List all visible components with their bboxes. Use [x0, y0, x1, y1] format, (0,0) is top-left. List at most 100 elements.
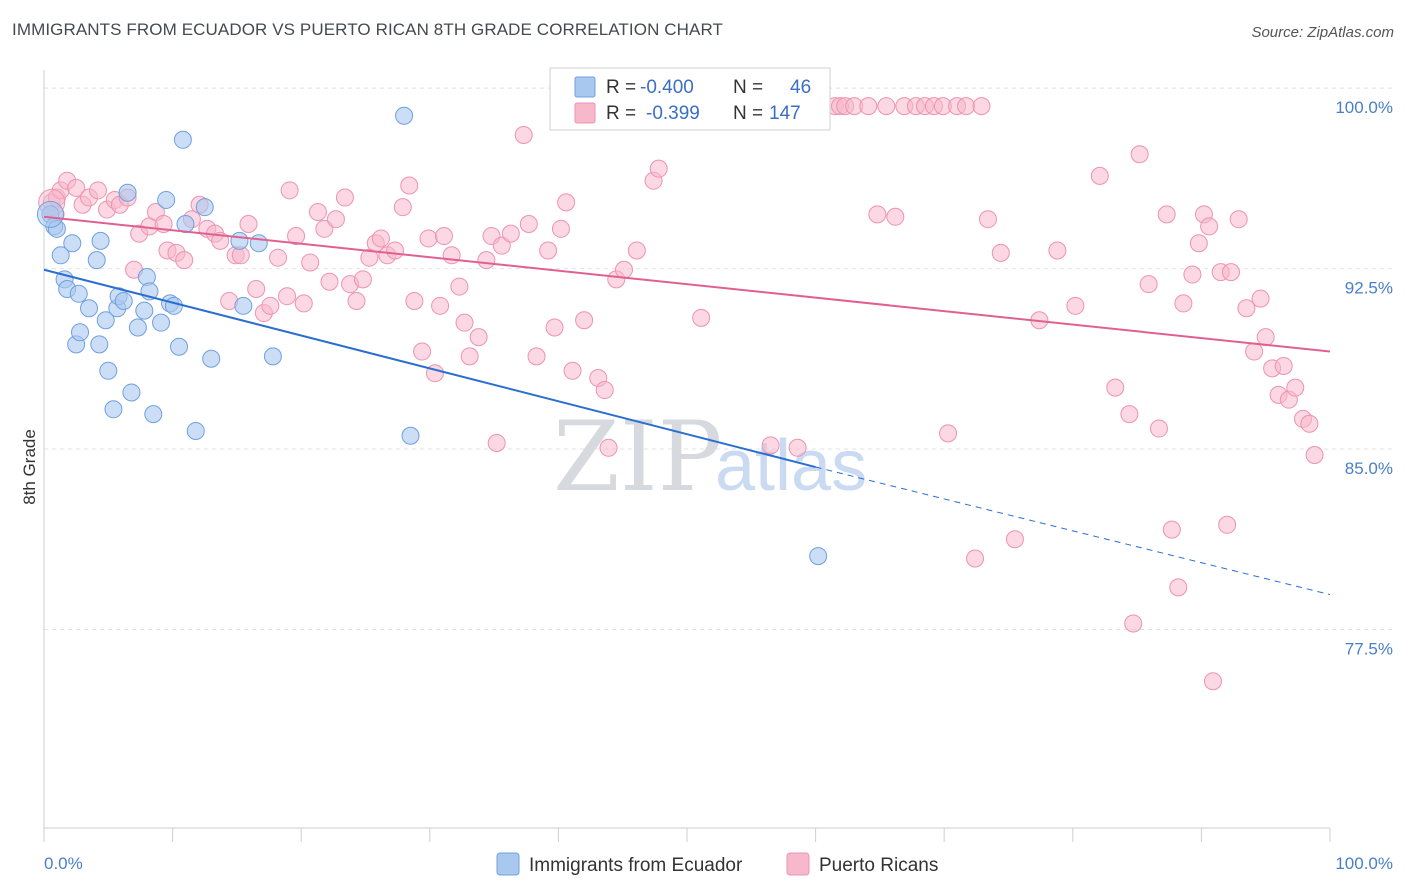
- puerto-ricans-point: [1256, 328, 1275, 347]
- puerto-ricans-point: [487, 433, 506, 452]
- bottom-legend-label-puerto-ricans: Puerto Ricans: [819, 855, 938, 876]
- legend-r-value-ecuador: -0.400: [640, 77, 694, 98]
- puerto-ricans-point: [1305, 446, 1324, 465]
- ecuador-point: [99, 361, 118, 380]
- puerto-ricans-point: [868, 205, 887, 224]
- puerto-ricans-point: [413, 342, 432, 361]
- legend-r-label: R =: [606, 77, 636, 98]
- puerto-ricans-point: [1106, 378, 1125, 397]
- legend-r-value-puerto-ricans: -0.399: [646, 103, 700, 124]
- puerto-ricans-point: [545, 318, 564, 337]
- puerto-ricans-point: [1200, 217, 1219, 236]
- puerto-ricans-point: [1149, 419, 1168, 438]
- puerto-ricans-point: [469, 328, 488, 347]
- puerto-ricans-trendline: [43, 215, 1331, 353]
- ecuador-point: [164, 296, 183, 315]
- puerto-ricans-point: [315, 219, 334, 238]
- puerto-ricans-point: [301, 253, 320, 272]
- puerto-ricans-point: [1120, 405, 1139, 424]
- ecuador-point: [173, 130, 192, 149]
- puerto-ricans-point: [320, 272, 339, 291]
- legend-swatch-ecuador: [574, 76, 596, 98]
- puerto-ricans-point: [1229, 210, 1248, 229]
- ecuador-trendline-extension: [815, 466, 1331, 596]
- puerto-ricans-point: [67, 178, 86, 197]
- y-tick-label: 92.5%: [1345, 279, 1393, 298]
- puerto-ricans-point: [450, 277, 469, 296]
- puerto-ricans-point: [1300, 414, 1319, 433]
- puerto-ricans-point: [859, 97, 878, 116]
- puerto-ricans-point: [1139, 275, 1158, 294]
- puerto-ricans-point: [419, 229, 438, 248]
- y-axis-label: 8th Grade: [20, 429, 39, 505]
- puerto-ricans-point: [1169, 578, 1188, 597]
- watermark-atlas: atlas: [715, 426, 867, 506]
- legend-n-value-puerto-ricans: 147: [769, 103, 801, 124]
- puerto-ricans-point: [247, 279, 266, 298]
- legend-n-value-ecuador: 46: [790, 77, 811, 98]
- legend-r-label: R =: [606, 103, 636, 124]
- puerto-ricans-point: [514, 125, 533, 144]
- ecuador-trendline: [43, 268, 816, 469]
- puerto-ricans-point: [477, 251, 496, 270]
- ecuador-point: [69, 284, 88, 303]
- ecuador-points: [36, 106, 828, 566]
- x-tick-labels: 0.0% 100.0%: [44, 854, 1393, 873]
- puerto-ricans-point: [1124, 614, 1143, 633]
- y-tick-label: 77.5%: [1345, 640, 1393, 659]
- ecuador-point: [157, 190, 176, 209]
- puerto-ricans-point: [400, 176, 419, 195]
- puerto-ricans-point: [788, 438, 807, 457]
- puerto-ricans-point: [595, 381, 614, 400]
- puerto-ricans-point: [1221, 263, 1240, 282]
- puerto-ricans-point: [551, 219, 570, 238]
- puerto-ricans-point: [1162, 520, 1181, 539]
- legend-n-label: N =: [733, 103, 763, 124]
- puerto-ricans-point: [991, 243, 1010, 262]
- y-tick-labels: 77.5% 85.0% 92.5% 100.0%: [1335, 98, 1393, 658]
- puerto-ricans-point: [627, 241, 646, 260]
- ecuador-point: [170, 337, 189, 356]
- puerto-ricans-point: [1251, 289, 1270, 308]
- puerto-ricans-point: [1189, 234, 1208, 253]
- puerto-ricans-point: [326, 210, 345, 229]
- x-tick-label: 100.0%: [1335, 854, 1393, 873]
- puerto-ricans-point: [978, 210, 997, 229]
- puerto-ricans-point: [1157, 205, 1176, 224]
- axes: [43, 70, 1331, 842]
- puerto-ricans-point: [1218, 515, 1237, 534]
- puerto-ricans-point: [269, 248, 288, 267]
- puerto-ricans-point: [519, 215, 538, 234]
- puerto-ricans-point: [434, 227, 453, 246]
- puerto-ricans-point: [692, 308, 711, 327]
- puerto-ricans-point: [1183, 265, 1202, 284]
- ecuador-point: [118, 183, 137, 202]
- ecuador-point: [152, 313, 171, 332]
- puerto-ricans-point: [1174, 294, 1193, 313]
- puerto-ricans-point: [1245, 342, 1264, 361]
- puerto-ricans-point: [501, 224, 520, 243]
- puerto-ricans-point: [1130, 145, 1149, 164]
- puerto-ricans-point: [1048, 241, 1067, 260]
- puerto-ricans-point: [460, 347, 479, 366]
- legend-n-label: N =: [733, 77, 763, 98]
- bottom-legend-label-ecuador: Immigrants from Ecuador: [529, 855, 743, 876]
- puerto-ricans-point: [649, 159, 668, 178]
- ecuador-point: [186, 421, 205, 440]
- watermark: ZIP atlas: [553, 401, 867, 513]
- puerto-ricans-point: [877, 97, 896, 116]
- puerto-ricans-point: [335, 188, 354, 207]
- watermark-zip: ZIP: [553, 401, 722, 513]
- puerto-ricans-point: [1274, 356, 1293, 375]
- puerto-ricans-point: [1005, 530, 1024, 549]
- puerto-ricans-point: [393, 198, 412, 217]
- puerto-ricans-point: [280, 181, 299, 200]
- puerto-ricans-point: [492, 236, 511, 255]
- ecuador-point: [51, 246, 70, 265]
- puerto-ricans-point: [442, 246, 461, 265]
- puerto-ricans-point: [939, 424, 958, 443]
- puerto-ricans-point: [175, 251, 194, 270]
- puerto-ricans-point: [761, 436, 780, 455]
- ecuador-point: [202, 349, 221, 368]
- puerto-ricans-point: [347, 292, 366, 311]
